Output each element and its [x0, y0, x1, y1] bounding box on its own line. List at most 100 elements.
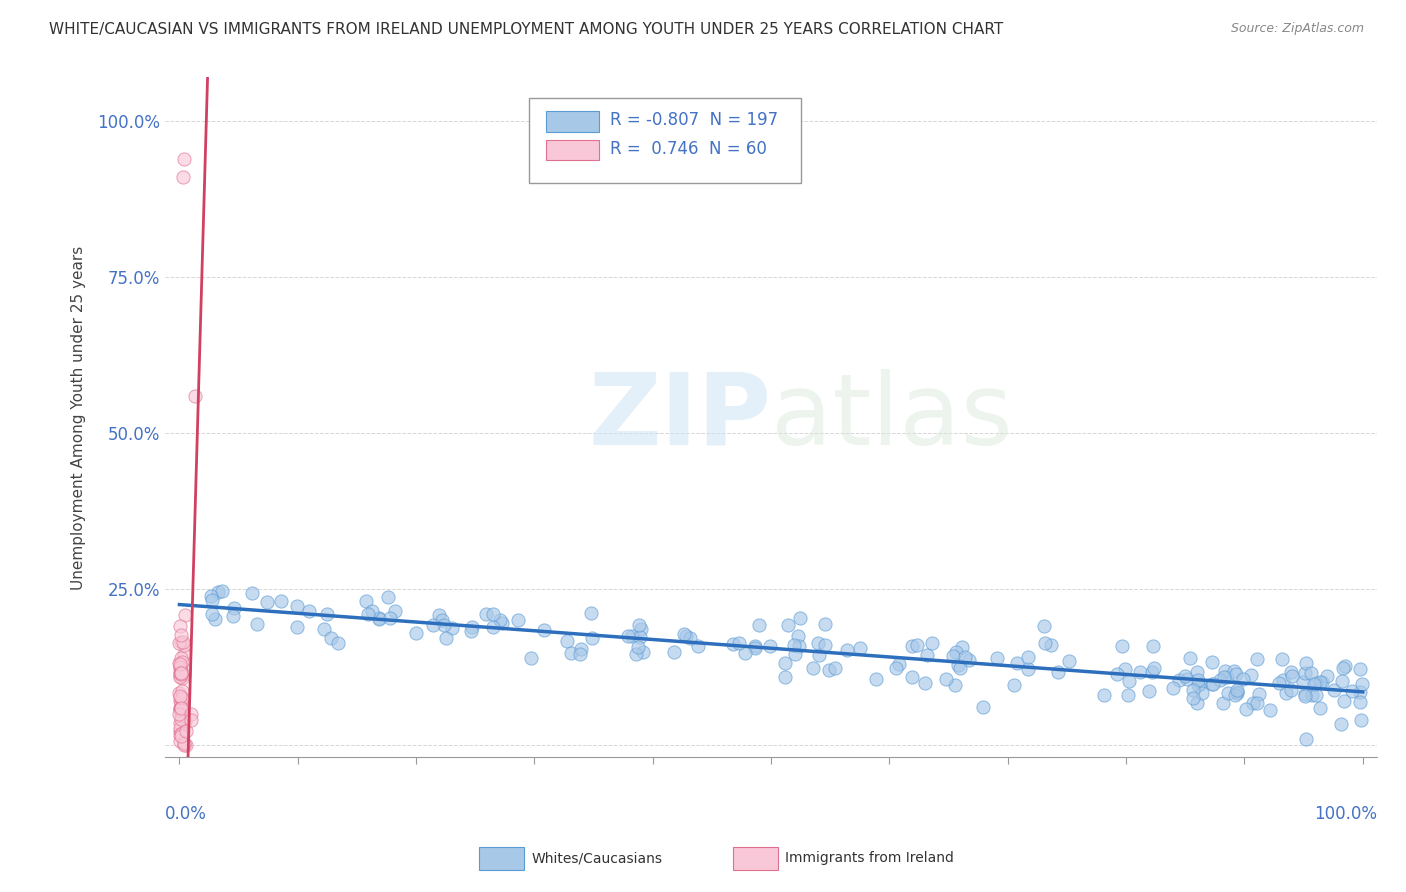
Point	[173, 152, 195, 166]
Point	[957, 653, 980, 667]
Point	[1351, 677, 1374, 691]
Point	[946, 658, 969, 673]
Point	[628, 630, 651, 644]
Point	[917, 648, 939, 663]
Point	[169, 670, 191, 684]
Point	[1309, 674, 1331, 689]
Point	[1334, 659, 1357, 673]
Point	[759, 639, 782, 653]
Point	[1017, 649, 1039, 664]
Point	[172, 726, 194, 740]
Point	[384, 604, 406, 618]
Point	[1303, 677, 1326, 691]
Point	[679, 631, 702, 645]
Point	[569, 642, 592, 657]
Point	[1128, 665, 1150, 679]
Point	[1331, 661, 1354, 675]
Point	[1212, 670, 1234, 684]
FancyBboxPatch shape	[546, 112, 599, 132]
Point	[627, 618, 650, 632]
Point	[169, 689, 191, 703]
Point	[624, 647, 647, 661]
Point	[1281, 682, 1303, 697]
Point	[169, 656, 191, 670]
Point	[1175, 672, 1198, 686]
Point	[787, 640, 810, 654]
Point	[905, 638, 928, 652]
Point	[489, 613, 512, 627]
Point	[972, 699, 994, 714]
Point	[1216, 686, 1239, 700]
Point	[884, 660, 907, 674]
Point	[430, 614, 453, 628]
Point	[1181, 691, 1204, 706]
Point	[773, 670, 796, 684]
Point	[1040, 638, 1063, 652]
Point	[581, 606, 603, 620]
Point	[1295, 731, 1317, 746]
Point	[1140, 665, 1163, 679]
Point	[491, 616, 513, 631]
Point	[169, 722, 191, 736]
Point	[789, 611, 811, 625]
Point	[174, 714, 197, 728]
Point	[813, 617, 835, 632]
Point	[1185, 696, 1208, 710]
Text: 100.0%: 100.0%	[1315, 805, 1376, 823]
Point	[581, 631, 603, 645]
Point	[169, 712, 191, 726]
Point	[837, 643, 859, 657]
FancyBboxPatch shape	[529, 98, 801, 183]
Point	[422, 618, 444, 632]
Text: Immigrants from Ireland: Immigrants from Ireland	[785, 851, 953, 865]
Point	[1301, 688, 1323, 702]
Point	[1350, 662, 1372, 676]
Point	[170, 695, 193, 709]
Point	[169, 660, 191, 674]
Point	[367, 612, 389, 626]
Point	[1330, 673, 1353, 688]
Point	[569, 647, 592, 661]
Point	[270, 593, 292, 607]
Point	[173, 738, 195, 752]
Point	[368, 611, 391, 625]
Point	[785, 648, 807, 662]
Point	[672, 627, 695, 641]
Point	[461, 620, 484, 634]
Point	[921, 636, 943, 650]
Point	[1271, 651, 1294, 665]
Point	[174, 723, 197, 738]
Point	[1309, 700, 1331, 714]
Point	[955, 650, 977, 665]
Point	[1187, 665, 1209, 680]
Point	[943, 678, 966, 692]
Point	[1292, 674, 1315, 689]
Point	[734, 646, 756, 660]
Y-axis label: Unemployment Among Youth under 25 years: Unemployment Among Youth under 25 years	[72, 245, 86, 590]
Point	[204, 611, 226, 625]
Point	[169, 666, 191, 681]
Point	[1213, 665, 1236, 679]
Point	[1187, 673, 1209, 687]
Point	[222, 601, 245, 615]
Point	[1107, 666, 1129, 681]
Point	[173, 647, 195, 661]
Point	[887, 657, 910, 671]
Point	[817, 663, 839, 677]
Point	[169, 702, 191, 716]
Point	[207, 585, 229, 599]
Point	[1294, 666, 1316, 681]
Point	[1017, 662, 1039, 676]
Point	[1323, 682, 1346, 697]
Point	[170, 665, 193, 679]
Point	[180, 713, 202, 727]
Point	[1316, 669, 1339, 683]
Point	[475, 607, 498, 622]
Point	[170, 703, 193, 717]
Point	[786, 629, 808, 643]
Point	[935, 673, 957, 687]
Point	[170, 701, 193, 715]
Point	[664, 645, 686, 659]
Point	[434, 631, 457, 645]
Point	[172, 170, 194, 185]
